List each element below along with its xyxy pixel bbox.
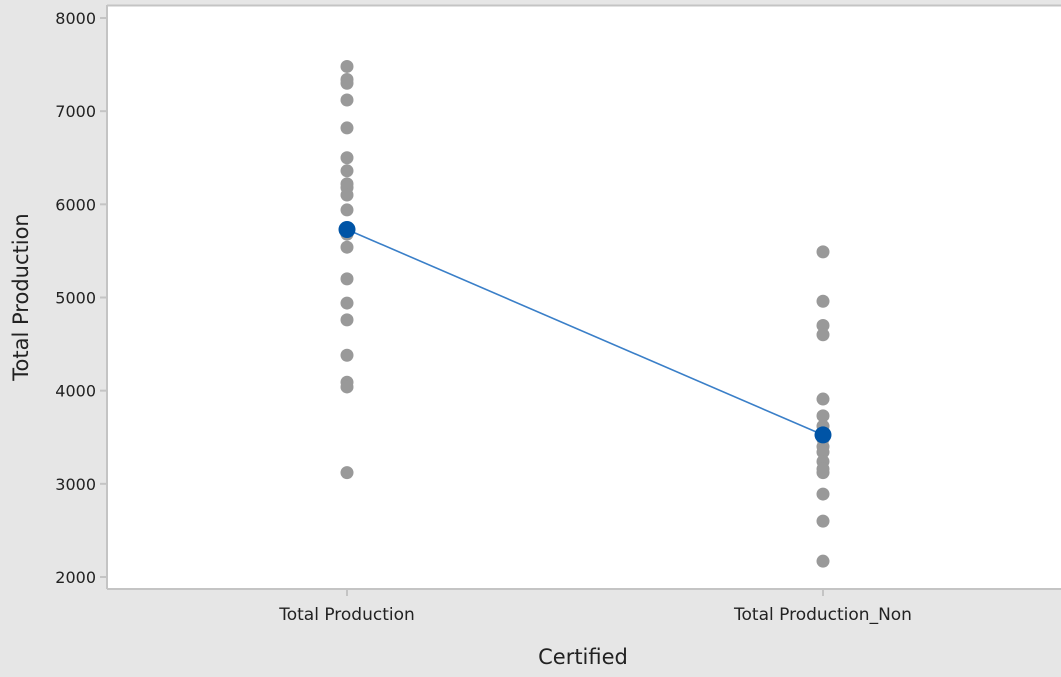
mean-layer bbox=[338, 220, 832, 444]
data-point bbox=[340, 313, 354, 327]
data-point bbox=[340, 380, 354, 394]
data-point bbox=[816, 554, 830, 568]
data-point bbox=[340, 296, 354, 310]
data-point bbox=[816, 487, 830, 501]
data-point bbox=[816, 245, 830, 259]
data-point bbox=[816, 514, 830, 528]
data-point bbox=[340, 203, 354, 217]
data-point bbox=[340, 59, 354, 73]
x-tick-label: Total Production bbox=[278, 605, 415, 625]
x-axis: Total Production Total Production_Non bbox=[278, 589, 912, 625]
data-point bbox=[340, 76, 354, 90]
mean-point bbox=[814, 426, 832, 444]
data-point bbox=[340, 272, 354, 286]
y-tick-label: 5000 bbox=[55, 289, 96, 308]
data-point bbox=[340, 240, 354, 254]
data-point bbox=[816, 328, 830, 342]
data-point bbox=[340, 466, 354, 480]
data-point bbox=[340, 151, 354, 165]
y-tick-label: 7000 bbox=[55, 102, 96, 121]
data-point bbox=[340, 348, 354, 362]
data-point bbox=[340, 93, 354, 107]
data-point bbox=[340, 188, 354, 202]
y-tick-label: 4000 bbox=[55, 382, 96, 401]
data-point bbox=[816, 294, 830, 308]
y-axis-title: Total Production bbox=[9, 213, 33, 381]
data-point bbox=[816, 409, 830, 423]
y-tick-label: 8000 bbox=[55, 9, 96, 28]
data-point bbox=[816, 445, 830, 459]
data-point bbox=[340, 164, 354, 178]
data-point bbox=[816, 318, 830, 332]
x-tick-label: Total Production_Non bbox=[733, 605, 912, 625]
data-point bbox=[816, 466, 830, 480]
data-point bbox=[340, 121, 354, 135]
mean-connect-line bbox=[346, 228, 824, 436]
x-axis-title: Certified bbox=[538, 645, 628, 669]
plot-area bbox=[107, 5, 1061, 589]
y-tick-label: 2000 bbox=[55, 568, 96, 587]
mean-point bbox=[338, 220, 356, 238]
y-tick-label: 6000 bbox=[55, 195, 96, 214]
data-point bbox=[816, 392, 830, 406]
y-axis: 2000 3000 4000 5000 6000 7000 8000 bbox=[55, 9, 107, 587]
y-tick-label: 3000 bbox=[55, 475, 96, 494]
